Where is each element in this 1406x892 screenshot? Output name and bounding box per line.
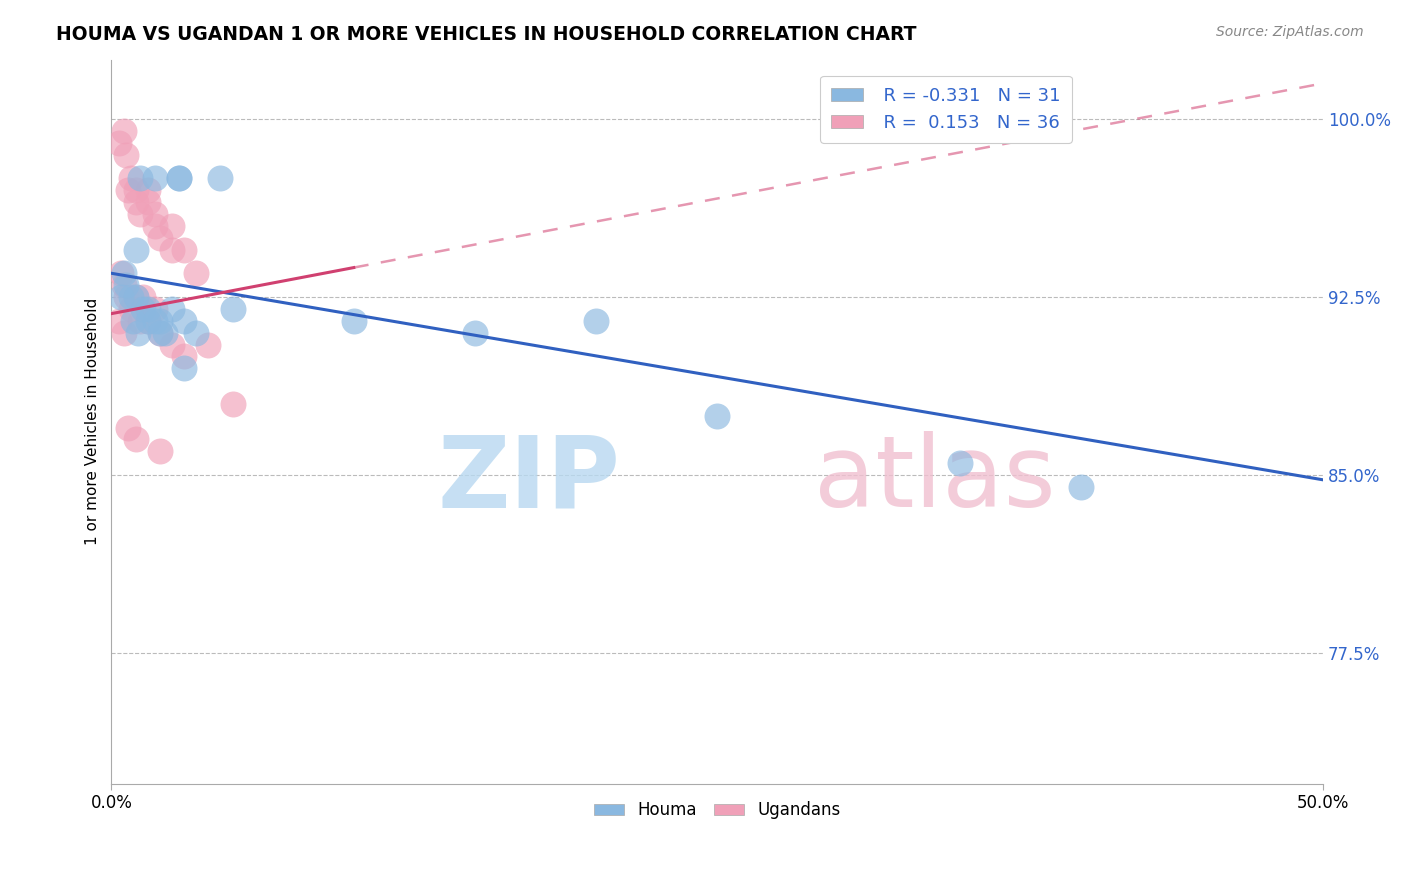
Point bbox=[124, 195, 146, 210]
Point bbox=[143, 219, 166, 233]
Point bbox=[160, 243, 183, 257]
Point bbox=[343, 314, 366, 328]
Point bbox=[149, 326, 172, 340]
Point bbox=[115, 147, 138, 161]
Point bbox=[160, 219, 183, 233]
Point bbox=[153, 326, 176, 340]
Y-axis label: 1 or more Vehicles in Household: 1 or more Vehicles in Household bbox=[86, 298, 100, 545]
Point bbox=[143, 314, 166, 328]
Point bbox=[186, 326, 208, 340]
Point bbox=[129, 207, 152, 221]
Text: atlas: atlas bbox=[814, 431, 1056, 528]
Point bbox=[120, 171, 142, 186]
Point bbox=[143, 207, 166, 221]
Point bbox=[149, 314, 172, 328]
Point bbox=[949, 456, 972, 470]
Point bbox=[173, 361, 195, 376]
Point bbox=[186, 266, 208, 280]
Point bbox=[221, 397, 243, 411]
Text: HOUMA VS UGANDAN 1 OR MORE VEHICLES IN HOUSEHOLD CORRELATION CHART: HOUMA VS UGANDAN 1 OR MORE VEHICLES IN H… bbox=[56, 25, 917, 44]
Point bbox=[127, 326, 149, 340]
Point bbox=[112, 266, 135, 280]
Point bbox=[160, 301, 183, 316]
Point bbox=[112, 124, 135, 138]
Point bbox=[132, 301, 155, 316]
Point bbox=[110, 290, 132, 304]
Point bbox=[173, 243, 195, 257]
Point bbox=[120, 301, 142, 316]
Point bbox=[169, 171, 191, 186]
Point bbox=[136, 301, 159, 316]
Text: Source: ZipAtlas.com: Source: ZipAtlas.com bbox=[1216, 25, 1364, 39]
Point bbox=[107, 136, 129, 150]
Point bbox=[129, 171, 152, 186]
Point bbox=[169, 171, 191, 186]
Point bbox=[120, 290, 142, 304]
Point bbox=[117, 183, 139, 197]
Text: ZIP: ZIP bbox=[437, 431, 620, 528]
Point bbox=[122, 314, 145, 328]
Point bbox=[464, 326, 486, 340]
Point bbox=[124, 183, 146, 197]
Point bbox=[136, 183, 159, 197]
Point bbox=[173, 314, 195, 328]
Point bbox=[112, 326, 135, 340]
Point bbox=[209, 171, 232, 186]
Point bbox=[221, 301, 243, 316]
Point bbox=[124, 243, 146, 257]
Point bbox=[706, 409, 728, 423]
Point bbox=[110, 266, 132, 280]
Point bbox=[143, 301, 166, 316]
Point bbox=[136, 195, 159, 210]
Point bbox=[115, 290, 138, 304]
Point bbox=[143, 171, 166, 186]
Point bbox=[107, 314, 129, 328]
Point bbox=[136, 314, 159, 328]
Point bbox=[115, 278, 138, 293]
Point bbox=[149, 326, 172, 340]
Point bbox=[149, 444, 172, 458]
Point bbox=[112, 278, 135, 293]
Point bbox=[129, 314, 152, 328]
Point bbox=[124, 290, 146, 304]
Point bbox=[124, 433, 146, 447]
Point bbox=[124, 290, 146, 304]
Point bbox=[132, 290, 155, 304]
Point bbox=[117, 420, 139, 434]
Legend: Houma, Ugandans: Houma, Ugandans bbox=[588, 795, 846, 826]
Point bbox=[149, 230, 172, 244]
Point bbox=[160, 337, 183, 351]
Point bbox=[1070, 480, 1092, 494]
Point bbox=[136, 314, 159, 328]
Point bbox=[173, 350, 195, 364]
Point bbox=[197, 337, 219, 351]
Point bbox=[585, 314, 607, 328]
